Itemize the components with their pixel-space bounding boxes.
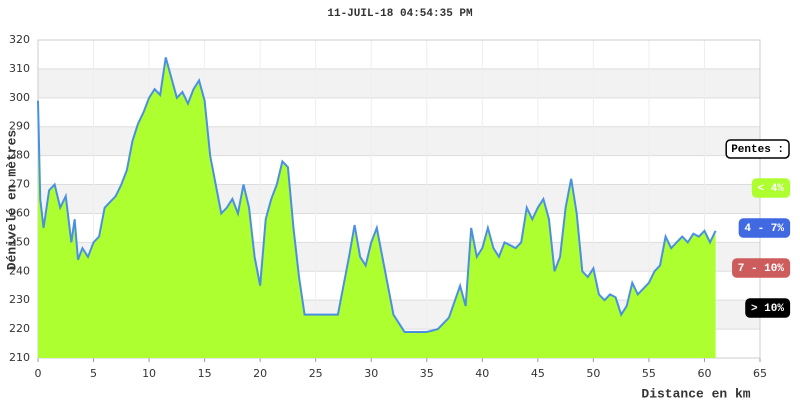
legend-item-box: [738, 218, 791, 238]
x-tick-label: 50: [586, 367, 600, 380]
x-tick-label: 45: [531, 367, 545, 380]
x-tick-label: 55: [642, 367, 656, 380]
legend-item-box: [732, 258, 791, 278]
y-tick-label: 280: [9, 149, 30, 162]
x-tick-label: 30: [364, 367, 378, 380]
legend-title-box: [725, 139, 790, 159]
y-tick-label: 270: [9, 178, 30, 191]
legend-item-label: 7 - 10%: [738, 263, 785, 275]
y-tick-label: 320: [9, 33, 30, 46]
x-tick-label: 5: [90, 367, 97, 380]
x-tick-label: 0: [35, 367, 42, 380]
x-tick-label: 15: [198, 367, 212, 380]
chart-title: 11-JUIL-18 04:54:35 PM: [327, 8, 473, 20]
x-axis-label: Distance en km: [641, 386, 750, 400]
y-tick-label: 220: [9, 322, 30, 335]
legend-item-label: < 4%: [758, 183, 785, 195]
y-axis-label: Dénivelé en mètres: [4, 130, 19, 271]
x-tick-label: 40: [475, 367, 489, 380]
grid-band: [38, 68, 760, 98]
x-tick-label: 10: [142, 367, 156, 380]
y-tick-label: 240: [9, 264, 30, 277]
legend-item-box: [751, 178, 791, 198]
x-tick-label: 35: [420, 367, 434, 380]
y-tick-label: 300: [9, 91, 30, 104]
x-tick-label: 60: [697, 367, 711, 380]
legend-item-label: > 10%: [751, 303, 784, 315]
x-tick-label: 20: [253, 367, 267, 380]
y-tick-label: 310: [9, 62, 30, 75]
y-tick-label: 230: [9, 293, 30, 306]
y-tick-label: 260: [9, 206, 30, 219]
x-tick-label: 25: [309, 367, 323, 380]
legend-item-label: 4 - 7%: [744, 223, 784, 235]
profile-line: [37, 57, 717, 333]
legend-item-box: [745, 298, 791, 318]
y-tick-label: 250: [9, 235, 30, 248]
y-tick-label: 210: [9, 351, 30, 364]
y-tick-label: 290: [9, 120, 30, 133]
legend-title-label: Pentes :: [731, 144, 784, 156]
x-tick-label: 65: [753, 367, 767, 380]
